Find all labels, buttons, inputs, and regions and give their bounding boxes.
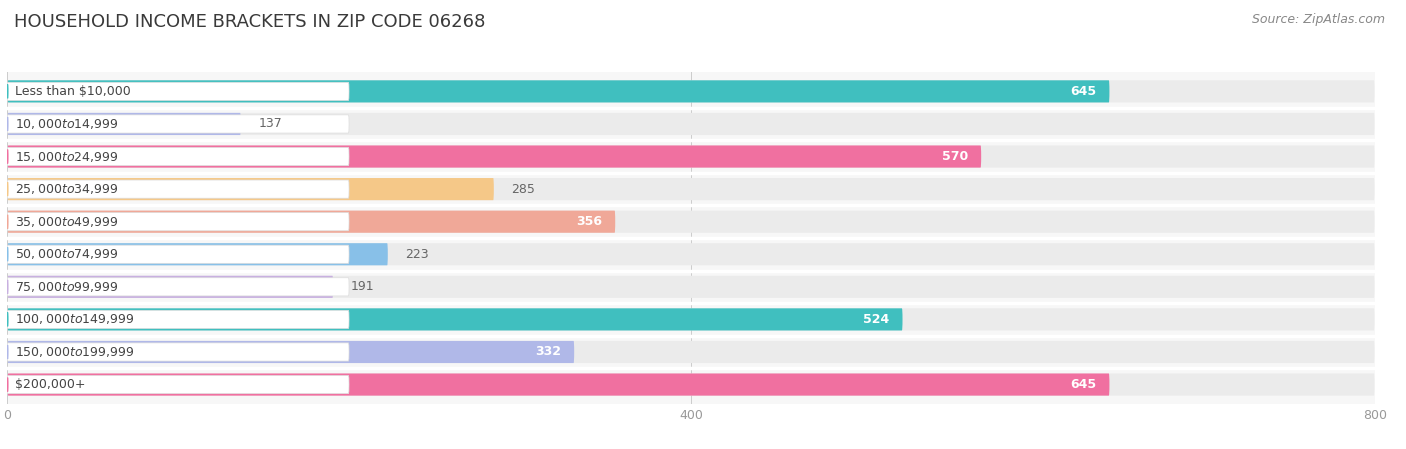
FancyBboxPatch shape bbox=[7, 113, 240, 135]
Text: $35,000 to $49,999: $35,000 to $49,999 bbox=[15, 215, 118, 229]
FancyBboxPatch shape bbox=[7, 178, 1375, 200]
Text: $75,000 to $99,999: $75,000 to $99,999 bbox=[15, 280, 118, 294]
FancyBboxPatch shape bbox=[7, 243, 1375, 265]
Text: 356: 356 bbox=[576, 215, 602, 228]
FancyBboxPatch shape bbox=[7, 375, 349, 394]
Text: $25,000 to $34,999: $25,000 to $34,999 bbox=[15, 182, 118, 196]
FancyBboxPatch shape bbox=[7, 341, 574, 363]
Text: 223: 223 bbox=[405, 248, 429, 261]
FancyBboxPatch shape bbox=[7, 80, 1375, 102]
Text: 191: 191 bbox=[350, 280, 374, 293]
FancyBboxPatch shape bbox=[7, 245, 349, 264]
FancyBboxPatch shape bbox=[7, 374, 1109, 396]
FancyBboxPatch shape bbox=[7, 211, 1375, 233]
Text: $10,000 to $14,999: $10,000 to $14,999 bbox=[15, 117, 118, 131]
Text: $150,000 to $199,999: $150,000 to $199,999 bbox=[15, 345, 134, 359]
FancyBboxPatch shape bbox=[7, 211, 616, 233]
Text: 137: 137 bbox=[259, 118, 283, 131]
Text: 645: 645 bbox=[1070, 85, 1097, 98]
FancyBboxPatch shape bbox=[7, 343, 349, 361]
Text: $100,000 to $149,999: $100,000 to $149,999 bbox=[15, 313, 134, 326]
Text: $200,000+: $200,000+ bbox=[15, 378, 86, 391]
FancyBboxPatch shape bbox=[7, 276, 1375, 298]
FancyBboxPatch shape bbox=[7, 308, 903, 330]
FancyBboxPatch shape bbox=[7, 308, 1375, 330]
FancyBboxPatch shape bbox=[7, 82, 349, 101]
Text: 570: 570 bbox=[942, 150, 969, 163]
FancyBboxPatch shape bbox=[7, 80, 1109, 102]
FancyBboxPatch shape bbox=[7, 113, 1375, 135]
Text: $50,000 to $74,999: $50,000 to $74,999 bbox=[15, 247, 118, 261]
FancyBboxPatch shape bbox=[7, 243, 388, 265]
FancyBboxPatch shape bbox=[7, 278, 349, 296]
Text: 645: 645 bbox=[1070, 378, 1097, 391]
Text: Less than $10,000: Less than $10,000 bbox=[15, 85, 131, 98]
FancyBboxPatch shape bbox=[7, 178, 494, 200]
FancyBboxPatch shape bbox=[7, 212, 349, 231]
Text: 524: 524 bbox=[863, 313, 890, 326]
FancyBboxPatch shape bbox=[7, 180, 349, 198]
Text: 285: 285 bbox=[512, 183, 536, 196]
FancyBboxPatch shape bbox=[7, 145, 981, 167]
FancyBboxPatch shape bbox=[7, 310, 349, 329]
FancyBboxPatch shape bbox=[7, 276, 333, 298]
Text: $15,000 to $24,999: $15,000 to $24,999 bbox=[15, 150, 118, 163]
FancyBboxPatch shape bbox=[7, 341, 1375, 363]
FancyBboxPatch shape bbox=[7, 145, 1375, 167]
FancyBboxPatch shape bbox=[7, 147, 349, 166]
FancyBboxPatch shape bbox=[7, 115, 349, 133]
Text: 332: 332 bbox=[536, 345, 561, 358]
Text: Source: ZipAtlas.com: Source: ZipAtlas.com bbox=[1251, 13, 1385, 26]
Text: HOUSEHOLD INCOME BRACKETS IN ZIP CODE 06268: HOUSEHOLD INCOME BRACKETS IN ZIP CODE 06… bbox=[14, 13, 485, 31]
FancyBboxPatch shape bbox=[7, 374, 1375, 396]
